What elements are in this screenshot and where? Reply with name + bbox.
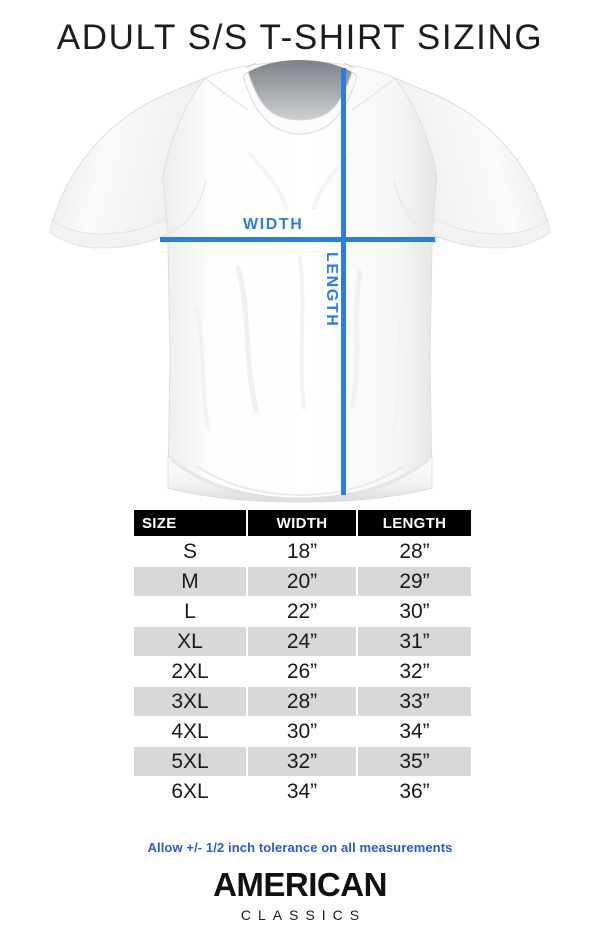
cell-width: 28” — [248, 687, 356, 716]
length-label: LENGTH — [323, 252, 340, 328]
table-row: M 20” 29” — [134, 567, 471, 596]
cell-size: L — [134, 597, 246, 626]
table-header: SIZE WIDTH LENGTH — [134, 510, 471, 536]
cell-length: 36” — [358, 777, 471, 806]
size-chart-table: SIZE WIDTH LENGTH S 18” 28” M 20” 29” L … — [132, 509, 473, 807]
cell-width: 32” — [248, 747, 356, 776]
brand-name-primary: AMERICAN — [213, 866, 387, 903]
cell-length: 29” — [358, 567, 471, 596]
tshirt-graphic — [49, 60, 551, 503]
cell-length: 31” — [358, 627, 471, 656]
cell-width: 34” — [248, 777, 356, 806]
column-header-width: WIDTH — [248, 510, 356, 536]
cell-length: 32” — [358, 657, 471, 686]
cell-size: 5XL — [134, 747, 246, 776]
cell-size: XL — [134, 627, 246, 656]
table-header-row: SIZE WIDTH LENGTH — [134, 510, 471, 536]
tolerance-note: Allow +/- 1/2 inch tolerance on all meas… — [147, 840, 453, 855]
table-row: 4XL 30” 34” — [134, 717, 471, 746]
page-title: ADULT S/S T-SHIRT SIZING — [56, 18, 544, 57]
table-row: 6XL 34” 36” — [134, 777, 471, 806]
cell-size: 2XL — [134, 657, 246, 686]
cell-width: 22” — [248, 597, 356, 626]
table-row: 2XL 26” 32” — [134, 657, 471, 686]
table-row: XL 24” 31” — [134, 627, 471, 656]
width-label: WIDTH — [243, 216, 304, 233]
cell-size: 4XL — [134, 717, 246, 746]
cell-width: 18” — [248, 537, 356, 566]
brand-name-secondary: CLASSICS — [240, 906, 367, 923]
cell-length: 35” — [358, 747, 471, 776]
cell-width: 20” — [248, 567, 356, 596]
table-row: 5XL 32” 35” — [134, 747, 471, 776]
cell-length: 30” — [358, 597, 471, 626]
cell-length: 28” — [358, 537, 471, 566]
brand-logo: AMERICAN CLASSICS — [0, 866, 600, 923]
cell-length: 34” — [358, 717, 471, 746]
table-body: S 18” 28” M 20” 29” L 22” 30” XL 24” 31”… — [134, 537, 471, 806]
cell-width: 24” — [248, 627, 356, 656]
cell-size: 6XL — [134, 777, 246, 806]
cell-size: 3XL — [134, 687, 246, 716]
cell-size: M — [134, 567, 246, 596]
cell-length: 33” — [358, 687, 471, 716]
table-row: L 22” 30” — [134, 597, 471, 626]
width-measure-line — [160, 237, 435, 242]
length-measure-line — [341, 68, 346, 495]
cell-size: S — [134, 537, 246, 566]
column-header-size: SIZE — [134, 510, 246, 536]
cell-width: 26” — [248, 657, 356, 686]
table-row: 3XL 28” 33” — [134, 687, 471, 716]
column-header-length: LENGTH — [358, 510, 471, 536]
tshirt-illustration: WIDTH LENGTH — [0, 58, 600, 508]
table-row: S 18” 28” — [134, 537, 471, 566]
cell-width: 30” — [248, 717, 356, 746]
